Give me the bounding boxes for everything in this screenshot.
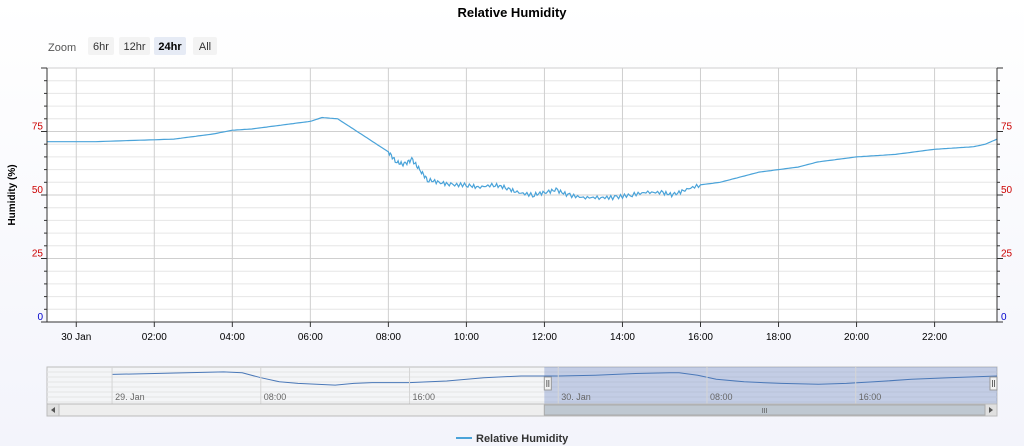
y-tick-label-left: 50 xyxy=(32,185,44,196)
arrow-right-icon xyxy=(989,407,993,413)
y-tick-label-left: 25 xyxy=(32,249,44,260)
arrow-left-icon xyxy=(51,407,55,413)
series-line-0[interactable] xyxy=(47,116,998,201)
zoom-button-6hr[interactable] xyxy=(88,37,114,55)
y-tick-label-right: 50 xyxy=(1001,185,1013,196)
navigator-label: 16:00 xyxy=(413,392,436,402)
navigator-background xyxy=(46,366,998,405)
x-tick-label: 30 Jan xyxy=(61,332,91,343)
series-layer xyxy=(47,116,998,201)
grid-lines xyxy=(47,67,997,323)
zoom-button-12hr[interactable] xyxy=(119,37,150,55)
y-tick-label-left: 75 xyxy=(32,122,44,133)
zoom-button-24hr[interactable] xyxy=(154,37,186,55)
zoom-button-label: 12hr xyxy=(123,41,145,53)
x-tick-label: 14:00 xyxy=(610,332,635,343)
y-axis-right-labels: 0 25 50 75 xyxy=(1001,122,1013,324)
x-tick-label: 12:00 xyxy=(532,332,557,343)
navigator-label: 08:00 xyxy=(264,392,287,402)
legend-item-relative-humidity[interactable]: Relative Humidity xyxy=(476,433,569,445)
chart-title: Relative Humidity xyxy=(457,5,567,20)
x-tick-label: 16:00 xyxy=(688,332,713,343)
zoom-button-label: All xyxy=(199,41,211,53)
navigator-label: 08:00 xyxy=(710,392,733,402)
zoom-button-label: 6hr xyxy=(93,41,109,53)
x-tick-label: 18:00 xyxy=(766,332,791,343)
axes xyxy=(41,67,1003,323)
y-tick-label-right: 25 xyxy=(1001,249,1013,260)
navigator-handle-left[interactable] xyxy=(543,376,552,391)
navigator-label: 30. Jan xyxy=(561,392,591,402)
scrollbar-grip: III xyxy=(762,408,768,415)
navigator-label: 29. Jan xyxy=(115,392,145,402)
y-tick-label-right: 75 xyxy=(1001,122,1013,133)
y-axis-title: Humidity (%) xyxy=(7,164,18,225)
x-tick-label: 02:00 xyxy=(142,332,167,343)
zoom-button-All[interactable] xyxy=(193,37,217,55)
navigator-selection[interactable] xyxy=(544,367,997,404)
zoom-buttons: 6hr 12hr 24hr All xyxy=(88,37,217,55)
x-axis-labels: 30 Jan 02:00 04:00 06:00 08:00 10:00 12:00 14:0… xyxy=(61,322,948,343)
x-tick-label: 22:00 xyxy=(922,332,947,343)
navigator-handle-right[interactable] xyxy=(989,376,998,391)
y-tick-label-left: 0 xyxy=(37,312,43,323)
x-tick-label: 10:00 xyxy=(454,332,479,343)
y-tick-label-right: 0 xyxy=(1001,312,1007,323)
y-axis-left-labels: 0 25 50 75 xyxy=(32,122,44,324)
navigator[interactable]: 29. Jan 08:00 16:00 30. Jan 08:00 16:00 III xyxy=(46,366,998,417)
scrollbar-thumb[interactable] xyxy=(543,404,986,416)
x-tick-label: 06:00 xyxy=(298,332,323,343)
x-tick-label: 04:00 xyxy=(220,332,245,343)
legend[interactable]: Relative Humidity xyxy=(456,433,569,445)
x-tick-label: 20:00 xyxy=(844,332,869,343)
navigator-label: 16:00 xyxy=(859,392,882,402)
x-tick-label: 08:00 xyxy=(376,332,401,343)
zoom-button-label: 24hr xyxy=(158,41,182,53)
zoom-label: Zoom xyxy=(48,42,76,54)
